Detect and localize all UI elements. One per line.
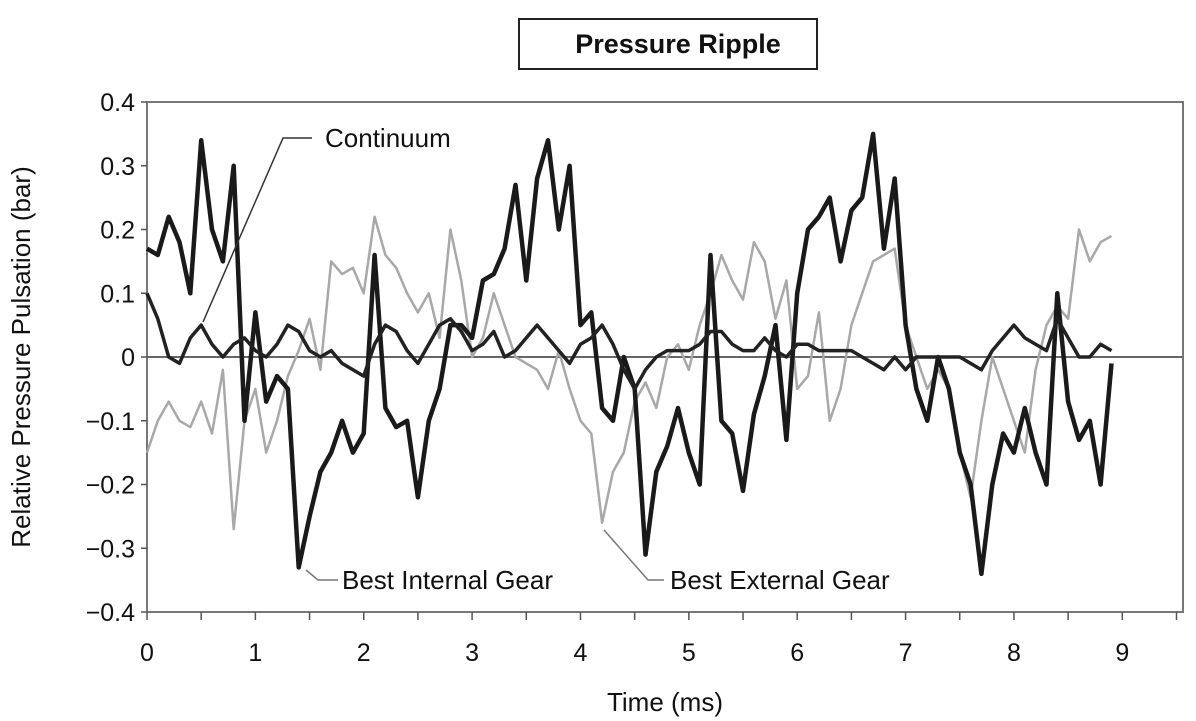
x-axis-label: Time (ms) (607, 687, 723, 717)
x-tick-label: 4 (574, 639, 588, 667)
x-tick-label: 3 (465, 639, 479, 667)
y-tick-label: −0.4 (86, 599, 135, 627)
external-leader-line (603, 529, 664, 581)
x-tick-label: 8 (1007, 639, 1021, 667)
annotations: Continuum Best Internal Gear Best Extern… (202, 123, 890, 595)
y-tick-label: 0 (121, 344, 135, 372)
external-gear-label: Best External Gear (670, 565, 890, 595)
y-axis-label: Relative Pressure Pulsation (bar) (6, 166, 36, 548)
continuum-label: Continuum (325, 123, 451, 153)
internal-leader-line (305, 569, 338, 581)
y-tick-label: 0.3 (100, 153, 135, 181)
x-tick-label: 7 (899, 639, 913, 667)
continuum-leader-line (202, 137, 312, 323)
y-tick-label: 0.1 (100, 280, 135, 308)
axes: 0.40.30.20.10−0.1−0.2−0.3−0.40 1 2 3 4 5 6 7 8 9 (86, 89, 1184, 667)
series-line-continuum (145, 292, 1113, 391)
x-tick-label: 9 (1115, 639, 1129, 667)
internal-gear-label: Best Internal Gear (342, 565, 553, 595)
x-tick-label: 6 (790, 639, 804, 667)
y-tick-label: −0.3 (86, 535, 135, 563)
x-tick-label: 1 (248, 639, 262, 667)
series-line-best-internal-gear (145, 131, 1114, 577)
y-tick-label: −0.2 (86, 472, 135, 500)
y-tick-label: −0.1 (86, 408, 135, 436)
y-tick-label: 0.4 (100, 89, 135, 117)
x-tick-label: 5 (682, 639, 696, 667)
series-lines (145, 131, 1114, 577)
chart-title: Pressure Ripple (518, 18, 818, 70)
y-tick-label: 0.2 (100, 217, 135, 245)
x-tick-label: 0 (140, 639, 154, 667)
x-tick-label: 2 (357, 639, 371, 667)
